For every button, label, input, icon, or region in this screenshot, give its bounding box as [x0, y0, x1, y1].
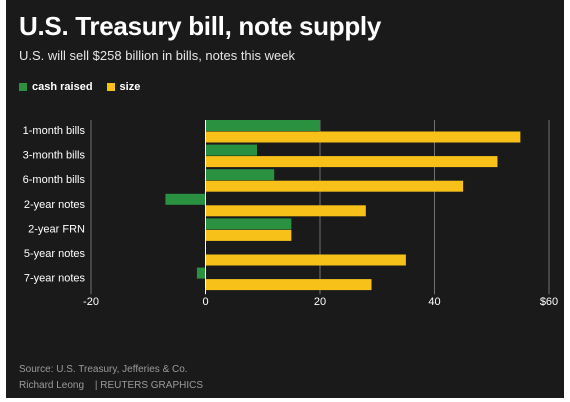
- category-label: 1-month bills: [23, 125, 86, 137]
- credit-agency: REUTERS GRAPHICS: [100, 380, 204, 391]
- chart-subtitle: U.S. will sell $258 billion in bills, no…: [19, 48, 296, 63]
- bar-cash-raised-1: [205, 144, 258, 156]
- category-label: 2-year notes: [24, 199, 86, 211]
- bar-cash-raised-2: [205, 169, 275, 181]
- legend-label-size: size: [119, 81, 141, 93]
- legend-swatch-cash-raised: [19, 83, 27, 91]
- chart-title: U.S. Treasury bill, note supply: [19, 11, 382, 41]
- x-tick-label: 20: [314, 296, 326, 308]
- bar-cash-raised-4: [205, 218, 292, 230]
- bar-cash-raised-0: [205, 120, 320, 131]
- bar-size-4: [205, 229, 292, 241]
- credit-author: Richard Leong: [19, 380, 85, 391]
- chart-card: U.S. Treasury bill, note supply U.S. wil…: [6, 0, 564, 398]
- category-label: 3-month bills: [23, 150, 86, 162]
- bar-cash-raised-6: [196, 267, 206, 279]
- legend-item-size: size: [106, 81, 141, 93]
- x-tick-label: -20: [83, 296, 99, 308]
- category-label: 7-year notes: [24, 273, 86, 285]
- bar-cash-raised-3: [165, 193, 206, 205]
- legend-label-cash-raised: cash raised: [32, 81, 93, 93]
- legend-swatch-size: [106, 83, 115, 91]
- bar-size-6: [205, 279, 372, 291]
- bar-size-5: [205, 254, 406, 266]
- legend-item-cash-raised: cash raised: [19, 81, 93, 93]
- chart-credit: Richard Leong | REUTERS GRAPHICS: [19, 380, 203, 391]
- chart-source: Source: U.S. Treasury, Jefferies & Co.: [19, 364, 188, 375]
- x-tick-label: $60: [540, 296, 558, 308]
- x-tick-label: 40: [428, 296, 440, 308]
- category-label: 2-year FRN: [28, 223, 85, 235]
- x-tick-label: 0: [202, 296, 208, 308]
- bar-chart: 1-month bills 3-month bills 6-month bills 2…: [23, 120, 558, 308]
- bar-size-2: [205, 180, 464, 192]
- chart-legend: cash raised size: [19, 80, 154, 94]
- credit-separator: |: [94, 380, 98, 391]
- category-label: 6-month bills: [23, 174, 86, 186]
- category-label: 5-year notes: [24, 248, 86, 260]
- bar-size-3: [205, 205, 366, 217]
- bar-size-1: [205, 156, 498, 168]
- bar-size-0: [205, 131, 521, 143]
